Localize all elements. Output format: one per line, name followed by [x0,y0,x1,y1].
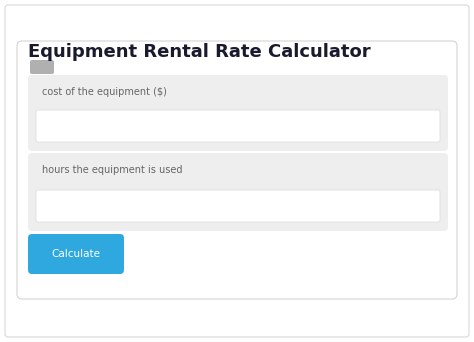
Text: hours the equipment is used: hours the equipment is used [42,165,182,175]
FancyBboxPatch shape [17,41,457,299]
FancyBboxPatch shape [5,5,469,337]
FancyBboxPatch shape [36,110,440,142]
Text: Calculate: Calculate [52,249,100,259]
FancyBboxPatch shape [28,153,448,231]
FancyBboxPatch shape [30,60,54,74]
FancyBboxPatch shape [36,190,440,222]
FancyBboxPatch shape [28,234,124,274]
Text: Equipment Rental Rate Calculator: Equipment Rental Rate Calculator [28,43,371,61]
Text: cost of the equipment ($): cost of the equipment ($) [42,87,167,97]
FancyBboxPatch shape [28,75,448,151]
